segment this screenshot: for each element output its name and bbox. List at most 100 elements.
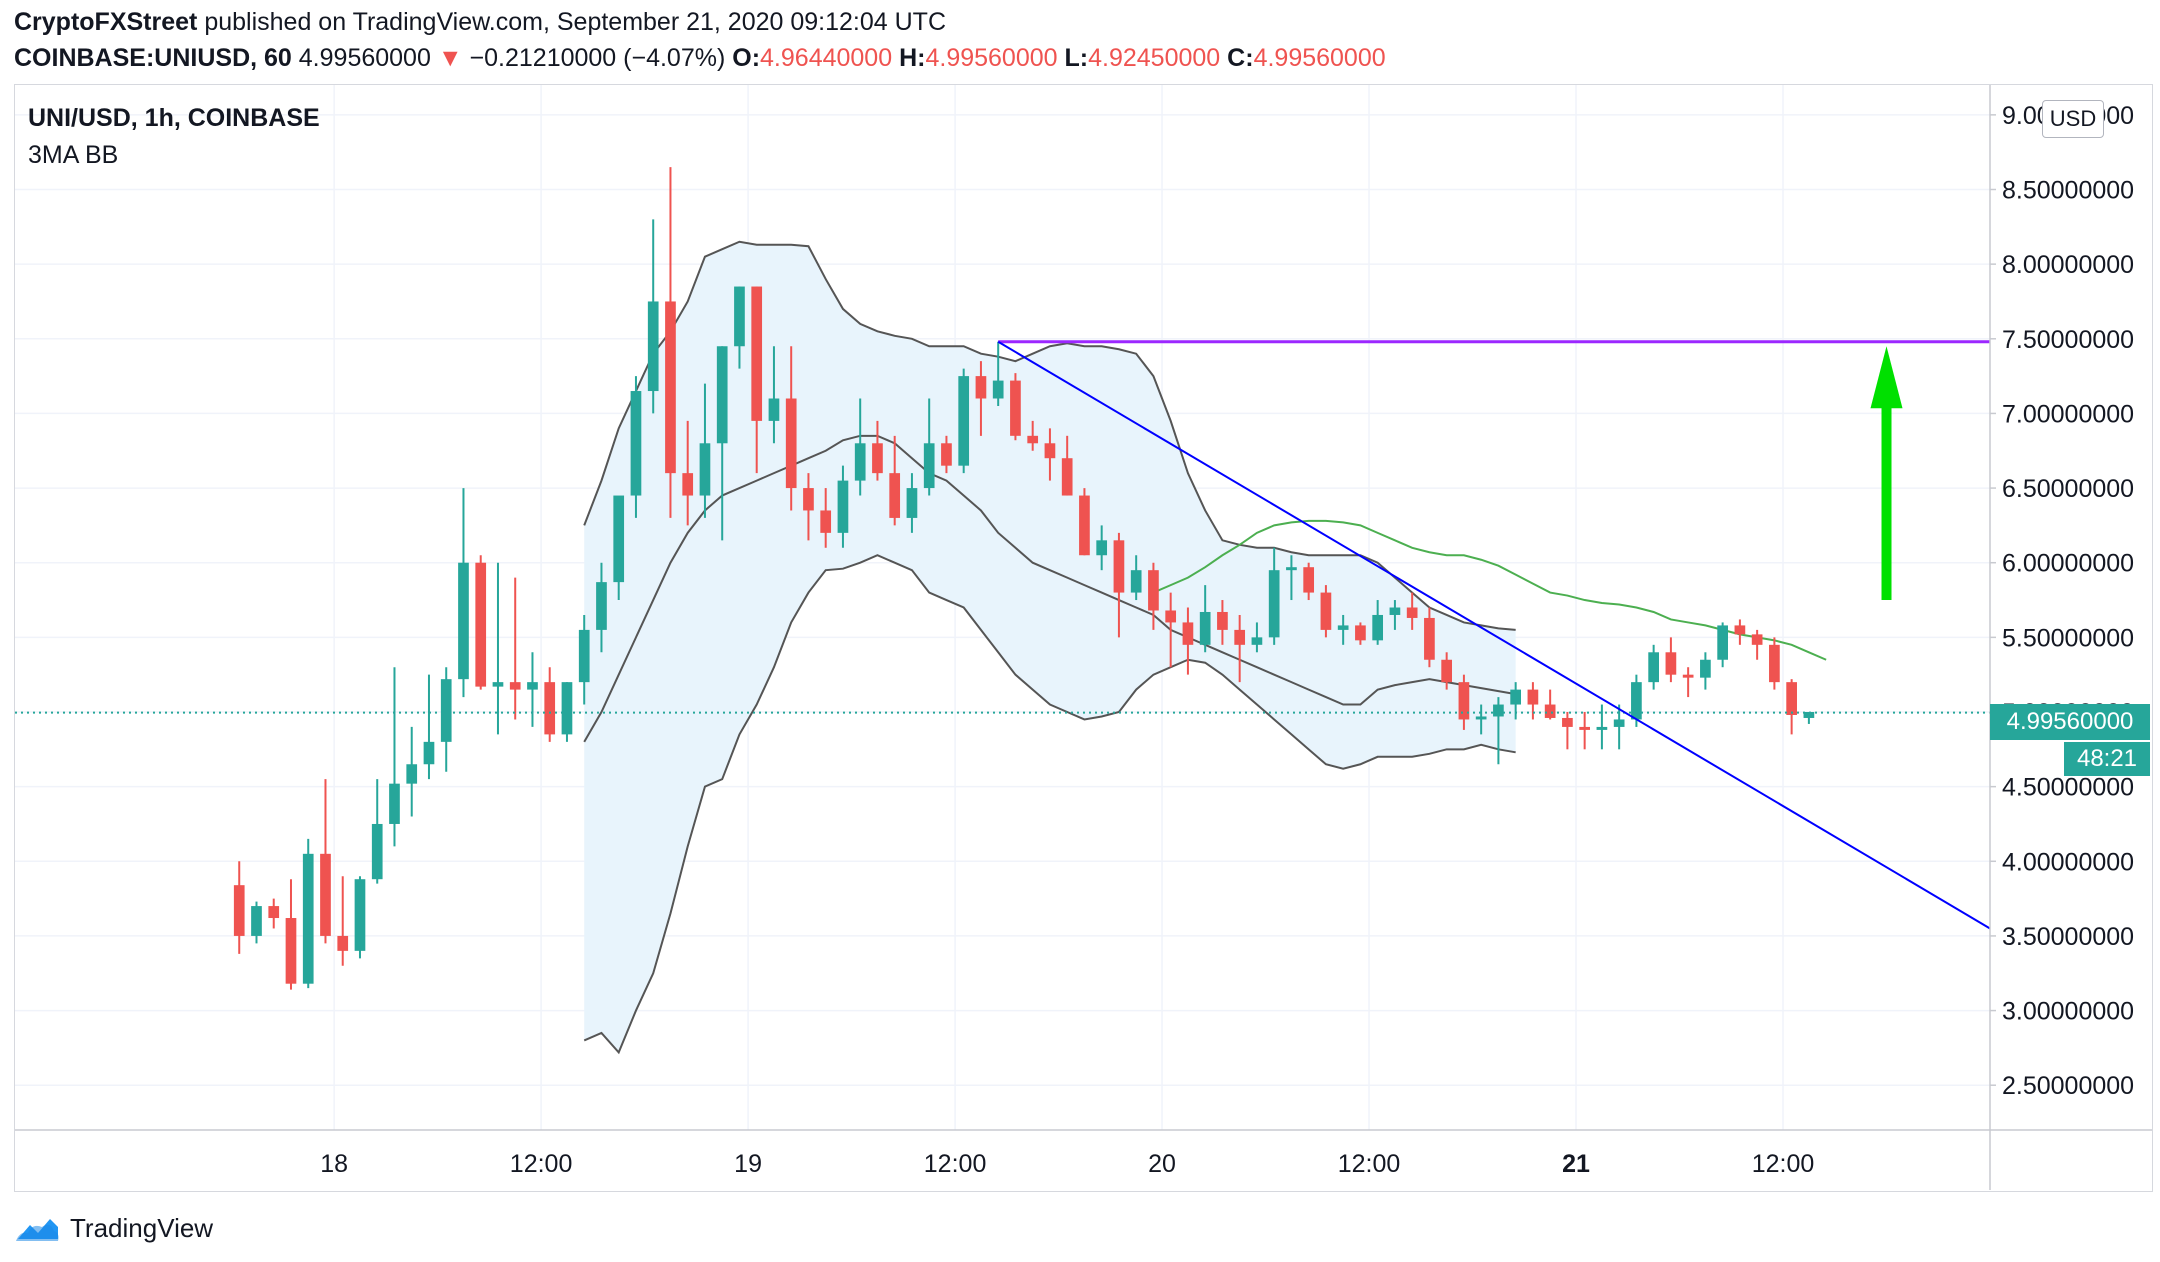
candle-body — [630, 391, 642, 496]
candle-body — [527, 682, 538, 690]
symbol-line: COINBASE:UNIUSD, 60 — [14, 44, 292, 72]
candle — [1113, 532, 1125, 638]
descending-trendline — [997, 340, 1991, 930]
candle — [1717, 622, 1728, 668]
candle-body — [423, 741, 435, 765]
candle — [837, 465, 849, 548]
candle-body — [889, 473, 901, 518]
candle — [1441, 652, 1453, 690]
candle — [1648, 644, 1659, 690]
candle-body — [1130, 570, 1142, 593]
candle-body — [1113, 540, 1125, 593]
candle — [1251, 622, 1263, 653]
candle — [406, 726, 418, 817]
candle — [1234, 614, 1246, 683]
candle — [1579, 712, 1590, 750]
candle-body — [1682, 674, 1694, 678]
candle-body — [337, 935, 349, 951]
candle-body — [1562, 717, 1573, 727]
candle-body — [751, 286, 763, 421]
candle-body — [458, 562, 469, 680]
candle — [1475, 704, 1487, 735]
candle-body — [1372, 614, 1384, 641]
candle-body — [1320, 592, 1332, 630]
candle — [785, 346, 797, 511]
candle-body — [1355, 625, 1366, 641]
y-tick-label: 8.50000000 — [2002, 177, 2134, 205]
currency-button[interactable]: USD — [2042, 100, 2104, 138]
author-name[interactable]: CryptoFXStreet — [14, 8, 198, 36]
down-arrow-icon: ▼ — [437, 44, 463, 72]
drawing-overlays — [15, 340, 1991, 930]
candle-body — [1337, 625, 1349, 630]
legend-study-name[interactable]: 3MA BB — [28, 141, 119, 169]
bollinger-middle-line — [583, 434, 1516, 743]
candle-body — [1510, 689, 1522, 705]
candle-body — [285, 918, 297, 984]
candle — [699, 383, 711, 518]
candle-body — [647, 301, 659, 392]
candle-body — [1769, 644, 1780, 683]
candle — [389, 667, 400, 847]
candle — [1682, 667, 1694, 698]
candle-body — [251, 906, 262, 936]
candle — [285, 879, 297, 990]
y-tick-label: 3.00000000 — [2002, 998, 2134, 1026]
candle — [371, 779, 383, 884]
y-tick-label: 6.00000000 — [2002, 550, 2134, 578]
candle-body — [1044, 443, 1056, 459]
candle-body — [268, 906, 280, 919]
candle-body — [1424, 617, 1435, 660]
y-tick-label: 3.50000000 — [2002, 923, 2134, 951]
candle-body — [389, 783, 400, 824]
candle-body — [354, 879, 366, 951]
candle — [1769, 637, 1780, 690]
y-tick-label: 4.50000000 — [2002, 774, 2134, 802]
candle-body — [1148, 570, 1159, 611]
candle-body — [1251, 637, 1263, 645]
candle-body — [233, 885, 245, 936]
tradingview-cloud-icon[interactable] — [14, 1213, 60, 1243]
candle — [1596, 704, 1608, 750]
candle — [1665, 637, 1677, 683]
candle — [1355, 622, 1366, 645]
candle-body — [406, 764, 418, 784]
y-tick-label: 4.00000000 — [2002, 848, 2134, 876]
footer-brand[interactable]: TradingView — [70, 1212, 214, 1243]
x-tick-label: 21 — [1562, 1150, 1590, 1178]
close-value: 4.99560000 — [1253, 44, 1386, 72]
candle-body — [1389, 607, 1401, 615]
candle — [1165, 592, 1177, 668]
candle — [1199, 585, 1211, 653]
candle — [1562, 712, 1573, 750]
x-tick-label: 18 — [320, 1150, 348, 1178]
candle — [251, 901, 262, 944]
candle-body — [1182, 622, 1194, 645]
publish-header: CryptoFXStreet published on TradingView.… — [0, 0, 2160, 84]
candle — [1044, 428, 1056, 481]
candle — [906, 473, 918, 533]
candle — [458, 488, 469, 698]
candle-body — [596, 582, 607, 630]
candle-body — [475, 562, 487, 687]
bollinger-lower-line — [583, 554, 1516, 1055]
candle-body — [975, 376, 987, 399]
candle — [1734, 619, 1746, 645]
x-tick-label: 12:00 — [924, 1150, 987, 1178]
legend-symbol-title[interactable]: UNI/USD, 1h, COINBASE — [28, 104, 320, 132]
candle — [958, 368, 970, 474]
candle-body — [1700, 659, 1711, 678]
candle — [1061, 435, 1073, 496]
candle — [233, 861, 245, 954]
candle-body — [785, 398, 797, 489]
candle — [889, 435, 901, 526]
published-text: published on TradingView.com, September … — [197, 8, 946, 36]
open-label: O: — [732, 44, 761, 72]
candle — [1803, 712, 1815, 724]
candle-body — [1786, 682, 1797, 715]
candle-body — [803, 488, 814, 511]
candle-body — [716, 346, 728, 444]
candle — [803, 473, 814, 541]
candle — [1027, 420, 1039, 451]
